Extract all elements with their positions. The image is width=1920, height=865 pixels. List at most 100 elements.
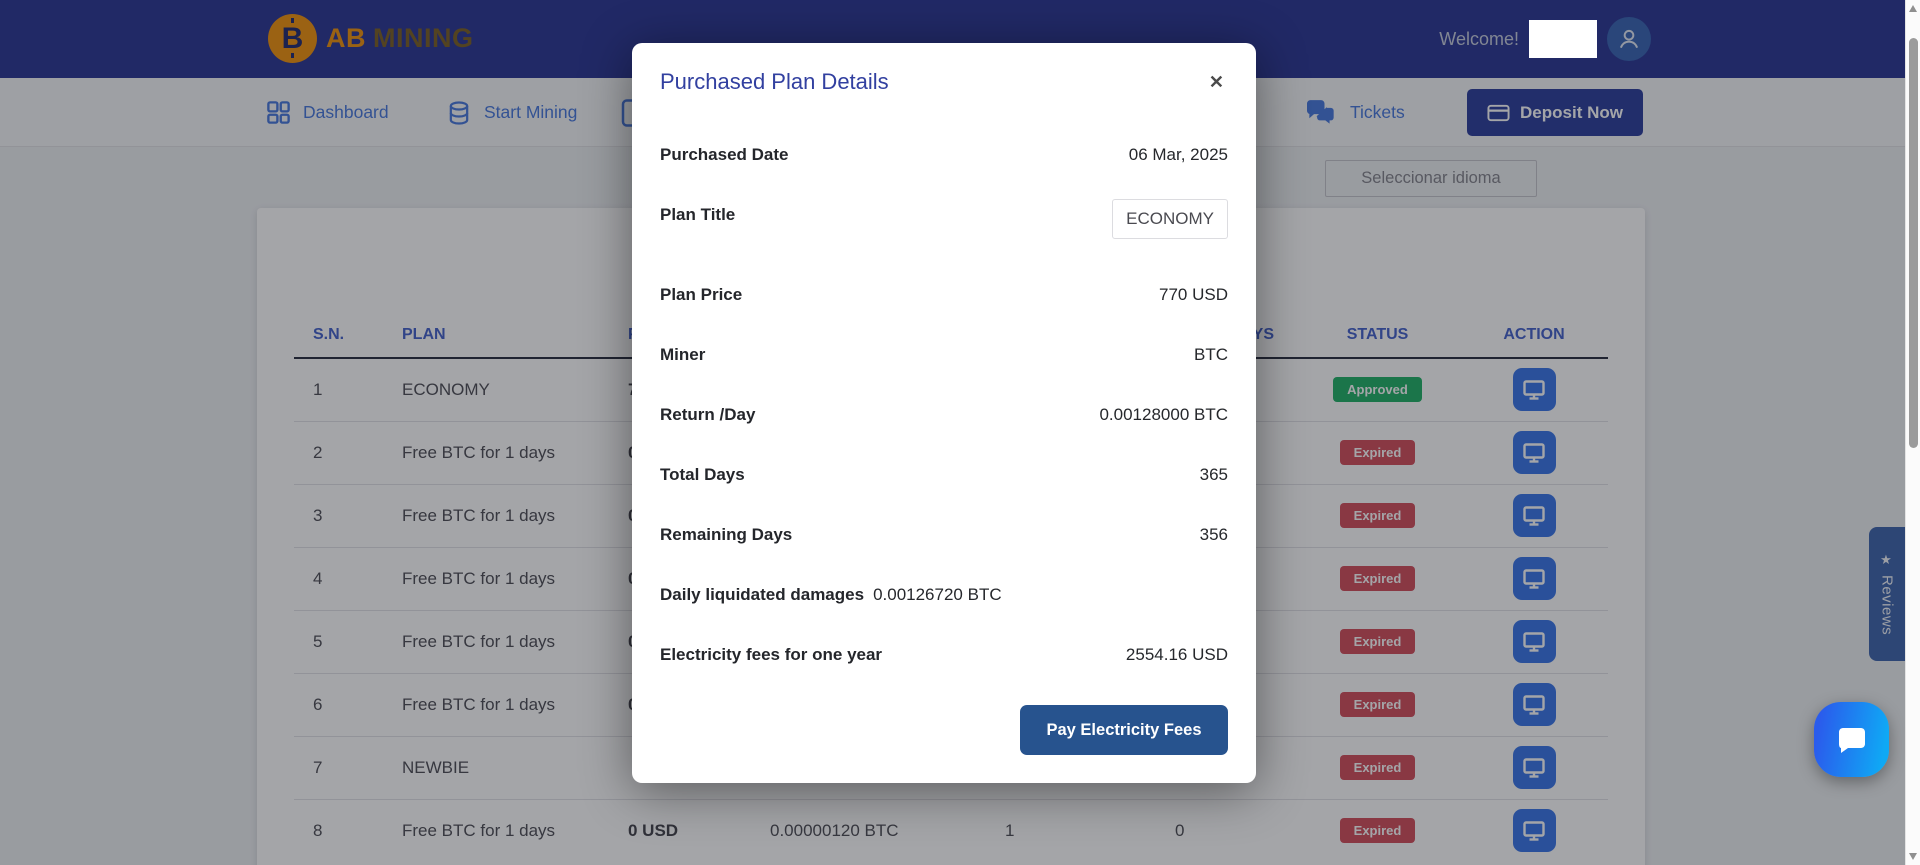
table-row: 8 Free BTC for 1 days 0 USD 0.00000120 B…	[294, 799, 1608, 862]
modal-title: Purchased Plan Details	[660, 69, 889, 94]
scrollbar-down-arrow-icon[interactable]	[1909, 853, 1917, 860]
field-label: Daily liquidated damages	[660, 585, 865, 604]
status-badge: Expired	[1339, 818, 1416, 844]
welcome-text: Welcome!	[1439, 28, 1519, 49]
status-badge: Expired	[1339, 755, 1416, 780]
view-plan-button[interactable]	[1512, 368, 1556, 412]
cell-plan: Free BTC for 1 days	[402, 568, 556, 588]
chat-bubbles-icon	[1307, 99, 1336, 127]
brand-name-primary: AB	[326, 23, 366, 53]
field-total-days: Total Days 365	[660, 465, 1228, 485]
field-label: Plan Price	[660, 285, 743, 304]
view-plan-button[interactable]	[1512, 746, 1556, 789]
star-icon: ★	[1879, 552, 1895, 569]
field-label: Miner	[660, 345, 706, 364]
cell-plan: NEWBIE	[402, 757, 470, 777]
monitor-icon	[1523, 757, 1545, 778]
field-label: Purchased Date	[660, 145, 789, 164]
cell-sn: 1	[313, 379, 323, 399]
plan-title-value-box: ECONOMY	[1112, 199, 1228, 239]
deposit-now-label: Deposit Now	[1520, 102, 1623, 122]
status-badge: Expired	[1339, 440, 1416, 465]
status-badge: Expired	[1339, 566, 1416, 591]
status-badge: Approved	[1333, 377, 1422, 403]
cell-total-days: 1	[1005, 820, 1015, 840]
reviews-label: Reviews	[1878, 575, 1896, 636]
pay-electricity-fees-button[interactable]: Pay Electricity Fees	[1020, 705, 1228, 755]
field-miner: Miner BTC	[660, 345, 1228, 365]
nav-label-tickets: Tickets	[1350, 102, 1405, 122]
field-plan-price: Plan Price 770 USD	[660, 285, 1228, 305]
field-value: 365	[1199, 465, 1228, 484]
purchased-plan-details-modal: Purchased Plan Details ✕ Purchased Date …	[632, 43, 1256, 783]
field-label: Electricity fees for one year	[660, 645, 883, 664]
cell-sn: 8	[313, 820, 323, 840]
cell-sn: 6	[313, 694, 323, 714]
field-purchased-date: Purchased Date 06 Mar, 2025	[660, 145, 1228, 165]
close-icon[interactable]: ✕	[1205, 69, 1228, 95]
field-value: BTC	[1194, 345, 1228, 364]
cell-sn: 5	[313, 631, 323, 651]
field-value: 0.00128000 BTC	[1099, 405, 1228, 424]
status-badge: Expired	[1339, 503, 1416, 528]
nav-label-start-mining: Start Mining	[484, 102, 578, 122]
field-value: 0.00126720 BTC	[873, 585, 1002, 604]
brand-name: AB MINING	[326, 23, 474, 54]
view-plan-button[interactable]	[1512, 494, 1556, 537]
field-label: Plan Title	[660, 205, 736, 224]
chat-widget-button[interactable]	[1814, 702, 1889, 777]
field-label: Return /Day	[660, 405, 756, 424]
nav-item-start-mining[interactable]: Start Mining	[445, 78, 577, 147]
field-value: 356	[1199, 525, 1228, 544]
cell-price: 0 USD	[628, 820, 679, 840]
monitor-icon	[1523, 694, 1545, 715]
reviews-side-tab[interactable]: ★ Reviews	[1869, 527, 1905, 661]
header-status: STATUS	[1346, 326, 1409, 343]
field-return-day: Return /Day 0.00128000 BTC	[660, 405, 1228, 425]
view-plan-button[interactable]	[1512, 620, 1556, 663]
nav-item-dashboard[interactable]: Dashboard	[265, 78, 389, 147]
credit-card-icon	[1487, 104, 1510, 121]
monitor-icon	[1523, 568, 1545, 589]
grid-icon	[267, 101, 290, 124]
username-redaction-box	[1529, 20, 1597, 58]
header-action: ACTION	[1503, 326, 1565, 343]
brand-logo[interactable]: B AB MINING	[268, 14, 474, 63]
cell-sn: 3	[313, 505, 323, 525]
monitor-icon	[1523, 505, 1545, 526]
field-label: Remaining Days	[660, 525, 793, 544]
cell-sn: 2	[313, 442, 323, 462]
view-plan-button[interactable]	[1512, 557, 1556, 600]
field-value: 06 Mar, 2025	[1128, 145, 1228, 164]
cell-return: 0.00000120 BTC	[770, 820, 899, 840]
field-remaining-days: Remaining Days 356	[660, 525, 1228, 545]
field-electricity-fees: Electricity fees for one year 2554.16 US…	[660, 645, 1228, 665]
view-plan-button[interactable]	[1512, 431, 1556, 474]
header-plan: PLAN	[402, 326, 446, 343]
cell-sn: 7	[313, 757, 323, 777]
cell-plan: Free BTC for 1 days	[402, 820, 556, 840]
user-avatar[interactable]	[1607, 17, 1651, 61]
field-value: 2554.16 USD	[1125, 645, 1228, 664]
language-selector[interactable]: Seleccionar idioma	[1325, 160, 1537, 197]
scrollbar[interactable]	[1905, 0, 1920, 865]
language-selector-label: Seleccionar idioma	[1361, 169, 1501, 187]
cell-plan: Free BTC for 1 days	[402, 505, 556, 525]
cell-remaining-days: 0	[1175, 820, 1185, 840]
nav-item-tickets[interactable]: Tickets	[1303, 78, 1405, 147]
view-plan-button[interactable]	[1512, 683, 1556, 726]
scrollbar-up-arrow-icon[interactable]	[1909, 5, 1917, 12]
header-sn: S.N.	[313, 326, 345, 343]
cell-plan: Free BTC for 1 days	[402, 631, 556, 651]
monitor-icon	[1523, 380, 1545, 400]
deposit-now-button[interactable]: Deposit Now	[1467, 89, 1643, 136]
speech-bubble-icon	[1838, 727, 1865, 753]
view-plan-button[interactable]	[1512, 809, 1556, 853]
status-badge: Expired	[1339, 629, 1416, 654]
field-label: Total Days	[660, 465, 745, 484]
cell-sn: 4	[313, 568, 323, 588]
status-badge: Expired	[1339, 692, 1416, 717]
monitor-icon	[1523, 631, 1545, 652]
scrollbar-thumb[interactable]	[1908, 38, 1918, 448]
nav-label-dashboard: Dashboard	[303, 102, 389, 122]
